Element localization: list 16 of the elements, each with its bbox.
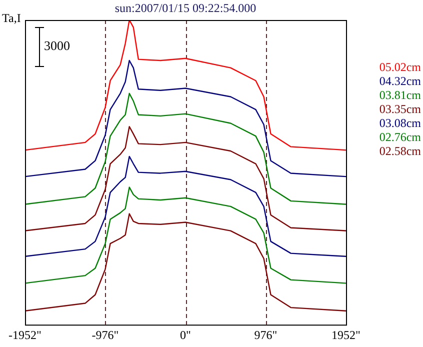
x-tick-label: -976" bbox=[92, 328, 119, 342]
chart-title: sun:2007/01/15 09:22:54.000 bbox=[114, 1, 256, 16]
x-tick-label: -1952" bbox=[8, 328, 42, 342]
text: 03.08cm bbox=[379, 116, 422, 130]
text: 02.76cm bbox=[379, 130, 422, 144]
x-tick-label: 0" bbox=[180, 328, 192, 342]
scale-bar: 3000 bbox=[35, 27, 75, 67]
x-tick-label: 1952" bbox=[332, 328, 361, 342]
text: 03.81cm bbox=[379, 88, 422, 102]
x-tick-label: 976" bbox=[254, 328, 278, 342]
text: 02.58cm bbox=[379, 144, 422, 158]
text: 05.02cm bbox=[379, 60, 422, 74]
text: 03.35cm bbox=[379, 102, 422, 116]
annotation: 3000 bbox=[44, 38, 70, 54]
text: 04.32cm bbox=[379, 74, 422, 88]
y-axis-title: Ta,I bbox=[2, 11, 21, 26]
